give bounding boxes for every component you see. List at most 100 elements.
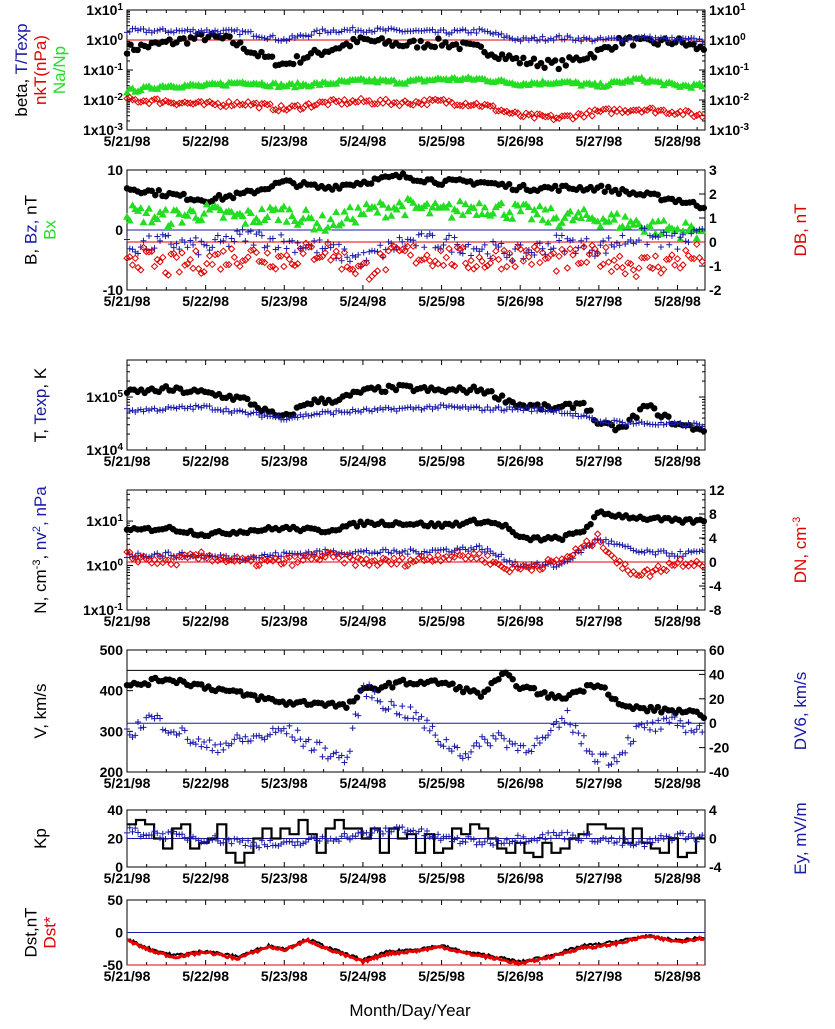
data-point-triangle xyxy=(629,220,638,228)
data-point-triangle xyxy=(362,200,371,208)
data-point-diamond xyxy=(426,256,434,265)
data-point-diamond xyxy=(508,564,517,572)
data-point-dot xyxy=(700,517,708,525)
data-point-plus xyxy=(349,725,356,732)
data-point-plus xyxy=(619,37,626,44)
data-point-plus xyxy=(446,833,453,840)
data-point-plus xyxy=(278,553,285,560)
data-point-plus xyxy=(602,417,609,424)
tick-base: 12 xyxy=(709,482,725,498)
data-point-plus xyxy=(168,28,175,35)
y-left-label-p7-line-0: Dst,nT xyxy=(22,907,41,957)
data-point-triangle xyxy=(497,199,506,207)
data-point-diamond xyxy=(263,557,272,565)
data-point-plus xyxy=(269,235,276,242)
tick-base: 1x10 xyxy=(709,92,740,108)
data-point-plus xyxy=(539,734,546,741)
data-point-plus xyxy=(440,26,447,33)
data-point-triangle xyxy=(161,205,170,213)
data-point-plus xyxy=(685,548,692,555)
tick-base: 0 xyxy=(709,554,717,570)
data-point-plus xyxy=(368,408,375,415)
data-point-plus xyxy=(305,736,312,743)
tick-base: 1x10 xyxy=(86,2,117,18)
data-point-plus xyxy=(275,244,282,251)
data-point-dot xyxy=(392,386,400,394)
data-point-plus xyxy=(316,411,323,418)
data-point-plus xyxy=(396,711,403,718)
data-point-plus xyxy=(135,719,142,726)
data-point-diamond xyxy=(566,245,574,253)
data-point-diamond xyxy=(538,565,547,573)
data-point-plus xyxy=(688,422,695,429)
data-point-diamond xyxy=(516,245,525,253)
data-point-plus xyxy=(699,423,706,430)
data-point-plus xyxy=(437,837,444,844)
x-tick-label: 5/23/98 xyxy=(261,613,308,629)
data-point-plus xyxy=(360,682,367,689)
data-point-diamond xyxy=(654,263,662,271)
y-right-tick-label: 1x101 xyxy=(709,2,746,19)
data-point-diamond xyxy=(233,553,241,561)
data-point-dot xyxy=(654,703,662,711)
data-point-plus xyxy=(352,711,359,718)
data-point-diamond xyxy=(428,557,437,566)
data-point-triangle xyxy=(409,198,418,206)
data-point-plus xyxy=(289,733,296,740)
y-left-tick-label: 1x101 xyxy=(86,513,123,530)
data-point-plus xyxy=(267,33,274,40)
data-point-triangle xyxy=(593,217,602,225)
data-point-diamond xyxy=(148,247,156,256)
y-right-tick-label: 1x100 xyxy=(709,32,746,49)
data-point-plus xyxy=(286,36,293,43)
data-point-plus xyxy=(234,836,241,843)
data-point-plus xyxy=(319,753,326,760)
series-p2-0 xyxy=(123,170,708,212)
data-point-diamond xyxy=(252,99,261,107)
tick-base: -4 xyxy=(709,578,722,594)
data-point-diamond xyxy=(516,112,525,120)
data-point-diamond xyxy=(178,249,186,257)
data-point-plus xyxy=(338,833,345,840)
data-point-diamond xyxy=(186,255,195,264)
data-point-diamond xyxy=(371,556,379,565)
x-tick-label: 5/22/98 xyxy=(182,453,229,469)
data-point-diamond xyxy=(181,261,189,269)
data-point-diamond xyxy=(560,112,569,120)
data-point-plus xyxy=(335,29,342,36)
data-point-plus xyxy=(170,404,177,411)
data-point-plus xyxy=(641,33,648,40)
data-point-diamond xyxy=(354,262,362,270)
data-point-diamond xyxy=(459,243,467,252)
data-point-plus xyxy=(542,37,549,44)
data-point-dot xyxy=(375,384,382,391)
data-point-diamond xyxy=(293,101,302,109)
data-point-plus xyxy=(140,724,147,731)
data-point-plus xyxy=(520,833,527,840)
data-point-diamond xyxy=(569,115,577,123)
data-point-triangle xyxy=(681,218,690,226)
data-point-plus xyxy=(685,239,692,246)
data-point-plus xyxy=(638,34,645,41)
data-point-plus xyxy=(126,408,133,415)
data-point-diamond xyxy=(503,262,511,271)
data-point-plus xyxy=(297,245,304,252)
data-point-plus xyxy=(454,834,461,841)
y-right-tick-label: 0 xyxy=(709,715,717,731)
data-point-triangle xyxy=(340,207,349,215)
y-left-tick-label: 1x104 xyxy=(86,442,123,459)
y-left-tick-label: 1x10-3 xyxy=(83,122,123,139)
data-point-diamond xyxy=(258,99,266,108)
data-point-plus xyxy=(124,29,130,36)
data-point-plus xyxy=(382,707,389,714)
data-point-plus xyxy=(479,841,486,848)
data-point-plus xyxy=(484,250,491,257)
data-point-plus xyxy=(446,232,453,239)
data-point-diamond xyxy=(682,246,690,255)
data-point-plus xyxy=(396,234,403,241)
dst-line xyxy=(126,934,705,967)
tick-base: 8 xyxy=(709,506,717,522)
data-point-diamond xyxy=(494,255,503,264)
y-left-label-p2-line-1: Bx xyxy=(41,220,60,240)
data-point-plus xyxy=(399,703,406,710)
